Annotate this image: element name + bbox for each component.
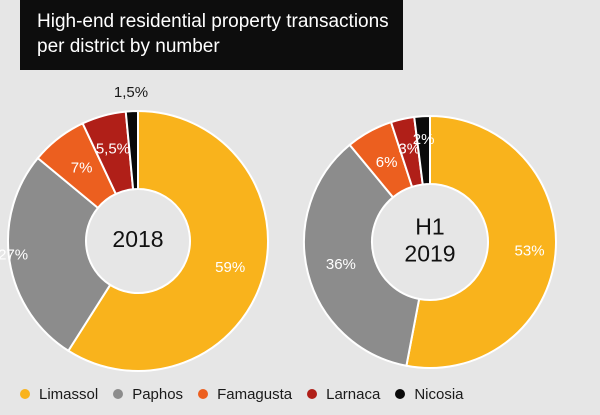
slice-label-famagusta-1: 6% [376,154,398,171]
slice-label-larnaca-0: 5,5% [96,140,130,157]
legend-item-nicosia: Nicosia [395,385,464,403]
chart-title-line-1: High-end residential property transactio… [37,11,389,32]
slice-label-paphos-0: 27% [0,246,28,263]
chart-title-line-2: per district by number [37,36,220,57]
legend-marker-limassol [20,389,30,399]
legend: Limassol Paphos Famagusta Larnaca Nicosi… [20,383,479,405]
slice-nicosia-1 [413,114,431,186]
slice-label-nicosia-0: 1,5% [114,84,148,101]
legend-label-paphos: Paphos [132,385,184,403]
slice-label-limassol-0: 59% [215,259,245,276]
slice-label-paphos-1: 36% [326,256,356,273]
slice-limassol-1 [405,114,557,369]
slice-nicosia-0 [124,109,139,191]
center-label-2018-0: 2018 [112,226,163,252]
slice-label-nicosia-1: 2% [413,131,435,148]
legend-marker-nicosia [395,389,406,399]
slice-paphos-0 [7,156,112,353]
chart-title-box: High-end residential property transactio… [20,0,403,70]
legend-marker-famagusta [198,389,209,399]
center-label-h1-1: H1 [415,214,444,240]
donut-chart-2018: 59% 27% 7%5,5% 1,5% 2018 [0,84,269,372]
slice-label-limassol-1: 53% [515,242,545,259]
legend-item-larnaca: Larnaca [307,386,380,403]
legend-marker-paphos [113,389,124,399]
legend-marker-larnaca [307,389,318,399]
legend-label-limassol: Limassol [39,385,99,403]
slice-label-larnaca-1: 3% [398,140,420,157]
legend-item-limassol: Limassol [20,386,98,403]
legend-label-nicosia: Nicosia [414,385,464,403]
slice-limassol-0 [66,109,269,372]
slice-label-famagusta-0: 7% [71,159,93,176]
legend-item-paphos: Paphos [113,386,183,403]
slice-paphos-1 [303,143,421,367]
center-label-2019-1: 2019 [404,241,455,267]
legend-label-larnaca: Larnaca [326,385,381,403]
legend-label-famagusta: Famagusta [217,385,293,403]
legend-item-famagusta: Famagusta [198,386,292,403]
